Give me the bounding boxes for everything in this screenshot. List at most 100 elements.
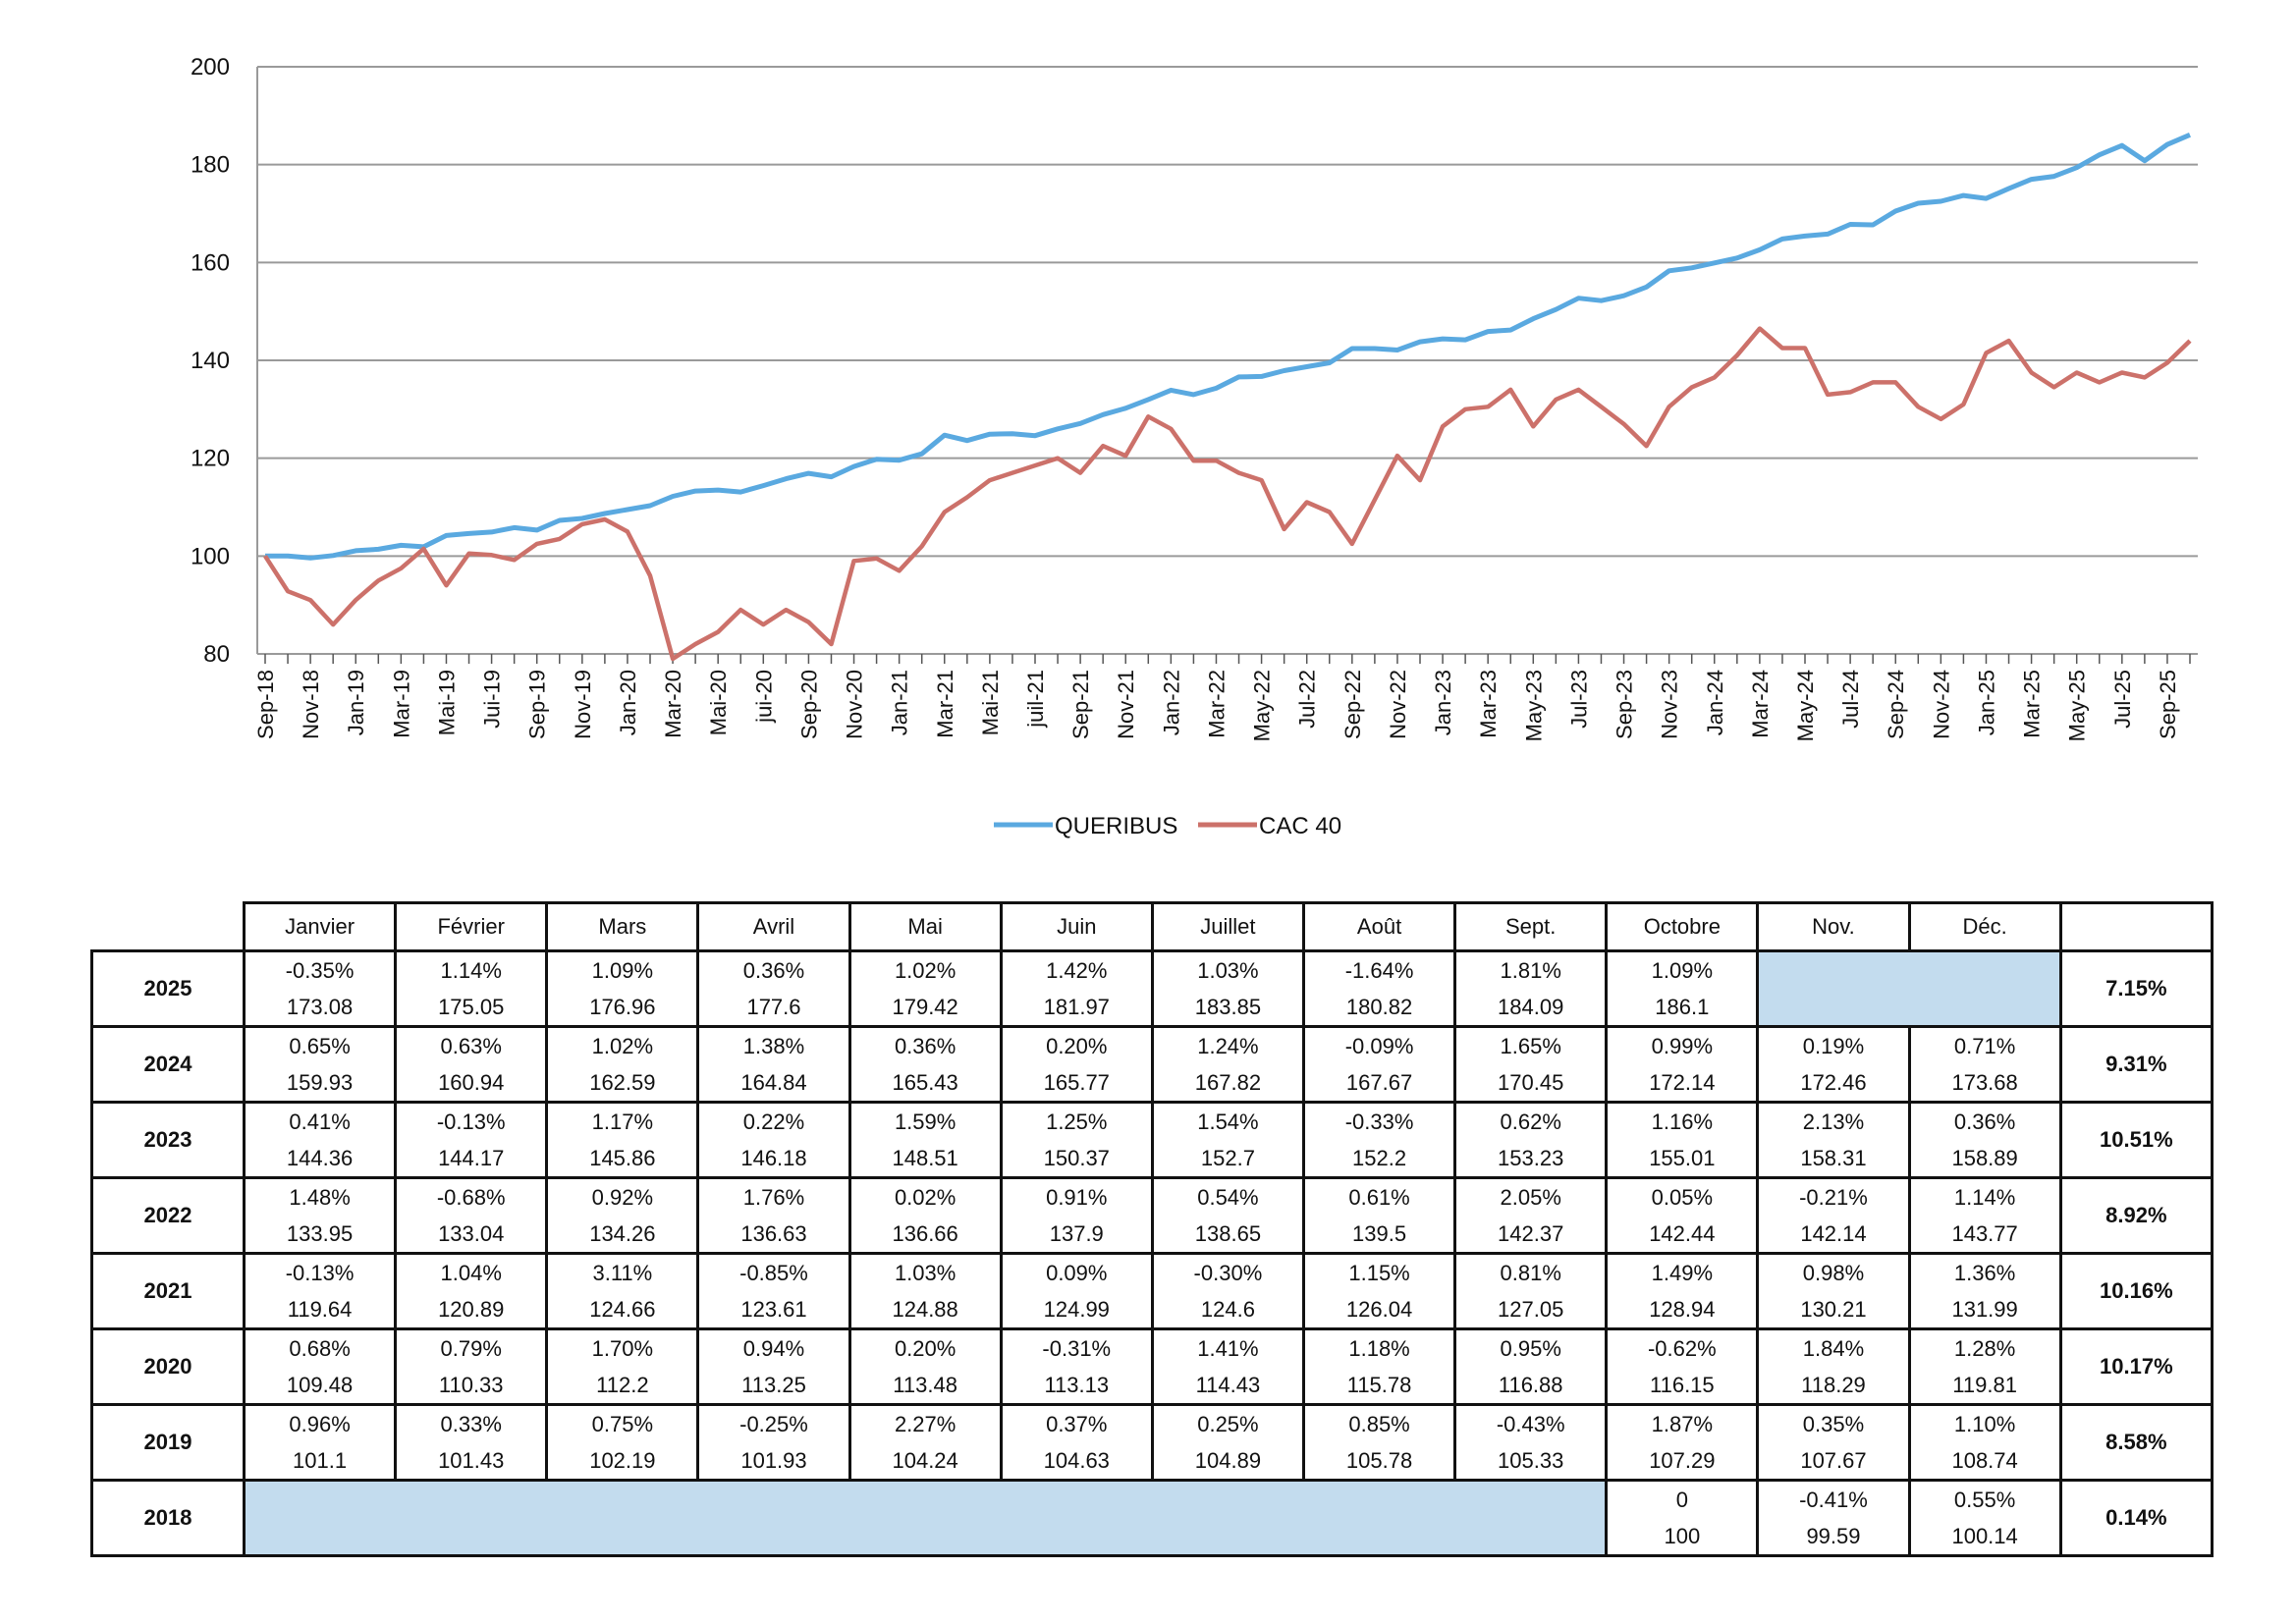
index-value: 162.59 [589, 1069, 656, 1095]
month-cell: 0.22% 146.18 [696, 1101, 851, 1179]
legend-label: CAC 40 [1259, 813, 1341, 839]
x-tick-label: Mar-21 [933, 670, 957, 738]
monthly-change: -0.13% [285, 1260, 355, 1285]
x-tick-label: Mar-22 [1204, 670, 1229, 738]
monthly-change: 0.25% [1197, 1411, 1259, 1436]
month-cell: -0.35% 173.08 [242, 949, 398, 1028]
index-value: 131.99 [1951, 1296, 2018, 1322]
month-cell: 0.33% 101.43 [394, 1403, 549, 1482]
index-value: 112.2 [596, 1372, 649, 1397]
monthly-change: 1.18% [1348, 1335, 1410, 1361]
monthly-change: 0.35% [1802, 1411, 1865, 1436]
month-cell: -0.21% 142.14 [1756, 1176, 1911, 1255]
month-cell: 1.14% 143.77 [1907, 1176, 2062, 1255]
index-value: 133.95 [286, 1220, 354, 1246]
x-tick-label: Jan-21 [888, 670, 912, 735]
monthly-change: -1.64% [1344, 957, 1414, 983]
index-value: 180.82 [1345, 994, 1413, 1019]
index-value: 173.08 [286, 994, 354, 1019]
x-tick-label: Jan-19 [344, 670, 368, 735]
monthly-change: 0 [1675, 1487, 1688, 1512]
ytd-header [2058, 901, 2214, 952]
monthly-change: 1.09% [591, 957, 654, 983]
monthly-change: 1.36% [1953, 1260, 2016, 1285]
chart-gridlines [256, 66, 2198, 655]
index-value: 145.86 [589, 1145, 656, 1170]
year-cell: 2025 [90, 949, 246, 1028]
monthly-change: -0.68% [436, 1184, 506, 1210]
x-tick-label: Sep-22 [1340, 670, 1365, 739]
monthly-change: -0.41% [1799, 1487, 1868, 1512]
header-corner [91, 902, 246, 952]
year-cell: 2018 [90, 1479, 246, 1557]
index-value: 109.48 [286, 1372, 354, 1397]
index-value: 127.05 [1498, 1296, 1564, 1322]
x-tick-label: Jan-20 [616, 670, 640, 735]
monthly-change: 2.05% [1500, 1184, 1561, 1210]
monthly-change: 1.54% [1197, 1109, 1259, 1134]
monthly-change: 0.20% [1046, 1033, 1108, 1058]
monthly-change: 0.94% [742, 1335, 805, 1361]
month-cell: 0.75% 102.19 [545, 1403, 700, 1482]
y-tick-label: 120 [191, 446, 230, 472]
month-header: Sept. [1453, 901, 1609, 952]
month-cell: 1.09% 176.96 [545, 949, 700, 1028]
monthly-change: 0.22% [742, 1109, 805, 1134]
month-cell: 2.27% 104.24 [847, 1403, 1003, 1482]
index-value: 186.1 [1655, 994, 1710, 1019]
index-value: 160.94 [438, 1069, 505, 1095]
monthly-change: 0.37% [1046, 1411, 1108, 1436]
x-tick-label: Sep-21 [1068, 670, 1093, 739]
y-tick-label: 160 [191, 249, 230, 276]
month-cell: 0.37% 104.63 [999, 1403, 1154, 1482]
x-tick-label: Sep-20 [796, 670, 821, 739]
monthly-change: 0.36% [1953, 1109, 2016, 1134]
month-cell: -0.31% 113.13 [999, 1327, 1154, 1406]
x-axis-ticks: Sep-18 Nov-18 Jan-19 Mar-19 Mai-19 Jui-19 Sep-… [253, 654, 2191, 741]
index-value: 164.84 [740, 1069, 807, 1095]
monthly-change: -0.09% [1344, 1033, 1414, 1058]
x-tick-label: May-23 [1521, 670, 1546, 741]
month-cell: 0.65% 159.93 [242, 1025, 398, 1104]
month-cell: 0.79% 110.33 [394, 1327, 549, 1406]
month-cell: 0 100 [1605, 1479, 1760, 1557]
index-value: 130.21 [1800, 1296, 1867, 1322]
index-value: 181.97 [1043, 994, 1110, 1019]
x-tick-label: May-24 [1793, 670, 1818, 741]
monthly-change: 1.76% [742, 1184, 805, 1210]
monthly-change: 1.84% [1802, 1335, 1865, 1361]
x-tick-label: Mai-20 [706, 670, 731, 735]
month-cell: 1.17% 145.86 [545, 1101, 700, 1179]
monthly-change: -0.85% [739, 1260, 808, 1285]
monthly-change: 1.87% [1651, 1411, 1714, 1436]
monthly-change: 0.65% [289, 1033, 351, 1058]
monthly-change: 1.70% [591, 1335, 654, 1361]
month-cell: 1.49% 128.94 [1605, 1252, 1760, 1330]
y-tick-label: 140 [191, 348, 230, 374]
monthly-change: 1.02% [591, 1033, 654, 1058]
monthly-change: 1.15% [1348, 1260, 1410, 1285]
monthly-change: 0.85% [1348, 1411, 1410, 1436]
monthly-change: 1.65% [1500, 1033, 1561, 1058]
table-header-row: Janvier Février Mars Avril Mai Juin Juillet Aoû… [91, 901, 2214, 952]
monthly-change: -0.21% [1799, 1184, 1868, 1210]
x-tick-label: Nov-21 [1114, 670, 1138, 739]
index-value: 123.61 [740, 1296, 807, 1322]
index-value: 110.33 [438, 1372, 504, 1397]
month-header: Octobre [1605, 901, 1760, 952]
monthly-change: 0.02% [894, 1184, 957, 1210]
index-value: 176.96 [589, 994, 656, 1019]
index-value: 124.66 [589, 1296, 656, 1322]
index-value: 158.89 [1951, 1145, 2018, 1170]
month-cell: -0.33% 152.2 [1301, 1101, 1457, 1179]
x-tick-label: Mar-19 [389, 670, 413, 738]
x-tick-label: Sep-23 [1613, 670, 1637, 739]
month-cell: -0.43% 105.33 [1453, 1403, 1609, 1482]
annual-performance-cell: 9.31% [2058, 1025, 2214, 1104]
monthly-change: 0.09% [1046, 1260, 1108, 1285]
index-value: 104.89 [1194, 1447, 1262, 1473]
index-value: 152.2 [1352, 1145, 1407, 1170]
y-tick-label: 80 [203, 641, 230, 668]
month-cell: 1.38% 164.84 [696, 1025, 851, 1104]
month-cell: 0.81% 127.05 [1453, 1252, 1609, 1330]
